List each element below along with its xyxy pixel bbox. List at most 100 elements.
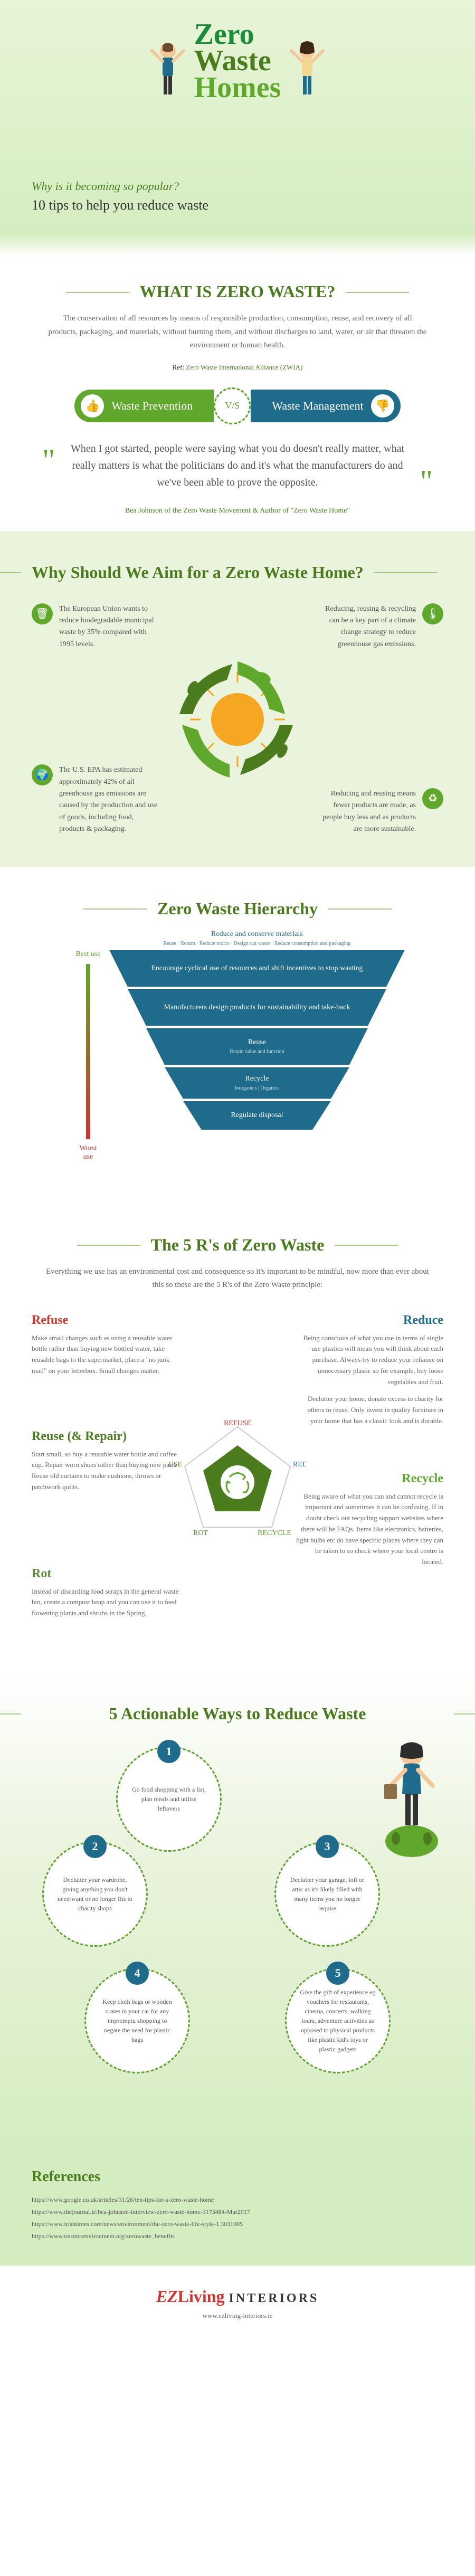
tri-2-main: Manufacturers design products for sustai… bbox=[134, 1003, 380, 1012]
tri-level-2: Manufacturers design products for sustai… bbox=[128, 989, 386, 1026]
action-num-3: 3 bbox=[316, 1835, 339, 1858]
reduce-title: Reduce bbox=[296, 1313, 443, 1328]
rs-item-reuse: Reuse (& Repair) Start small, so buy a r… bbox=[32, 1429, 179, 1493]
reduce-text2: Declutter your home, donate excess to ch… bbox=[296, 1394, 443, 1426]
action-bubble-4: 4 Keep cloth bags or wooden crates in yo… bbox=[84, 1968, 190, 2073]
why-item-1: 🗑 The European Union wants to reduce bio… bbox=[32, 603, 158, 651]
why-title: Why Should We Aim for a Zero Waste Home? bbox=[32, 563, 364, 582]
why-text-1: The European Union wants to reduce biode… bbox=[59, 603, 158, 651]
action-text-3: Declutter your garage, loft or attic as … bbox=[289, 1875, 365, 1913]
subtitle-question: Why is it becoming so popular? bbox=[32, 179, 443, 193]
references-title: References bbox=[32, 2168, 443, 2185]
action-num-5: 5 bbox=[326, 1962, 349, 1985]
logo-ez: EZ bbox=[156, 2287, 178, 2306]
pent-label-recycle: RECYCLE bbox=[258, 1529, 291, 1537]
tri-0-sub: Reuse · Return · Reduce toxics · Design … bbox=[116, 941, 398, 946]
tri-5-main: Regulate disposal bbox=[189, 1111, 325, 1120]
recycle-center-graphic bbox=[164, 646, 311, 793]
thumbs-up-icon: 👍 bbox=[81, 394, 104, 418]
rot-text: Instead of discarding food scraps in the… bbox=[32, 1586, 179, 1619]
recycle-icon: ♻ bbox=[422, 788, 443, 809]
hero-subtitle: Why is it becoming so popular? 10 tips t… bbox=[32, 179, 443, 213]
why-section: Why Should We Aim for a Zero Waste Home?… bbox=[0, 531, 475, 867]
five-rs-grid: REFUSE REDUCE RECYCLE ROT REUSE Refuse M… bbox=[32, 1313, 443, 1651]
best-use-label: Best use bbox=[75, 950, 100, 959]
hero-graphic: Zero Waste Homes bbox=[132, 21, 343, 169]
action-num-2: 2 bbox=[83, 1835, 107, 1858]
use-scale: Best use Worst use bbox=[74, 950, 102, 1161]
why-item-3: 🌍 The U.S. EPA has estimated approximate… bbox=[32, 764, 158, 835]
why-grid: 🗑 The European Union wants to reduce bio… bbox=[32, 593, 443, 846]
action-num-4: 4 bbox=[126, 1962, 149, 1985]
tri-0-main: Reduce and conserve materials bbox=[116, 930, 398, 939]
tri-3-sub: Retain value and function bbox=[153, 1049, 362, 1055]
vs-circle: V/S bbox=[214, 387, 251, 424]
why-text-2: Reducing, reusing & recycling can be a k… bbox=[317, 603, 416, 651]
wave-divider bbox=[0, 234, 475, 255]
actions-title: 5 Actionable Ways to Reduce Waste bbox=[32, 1704, 443, 1723]
references-section: References https://www.google.co.uk/arti… bbox=[0, 2147, 475, 2266]
action-bubble-5: 5 Give the gift of experience eg voucher… bbox=[285, 1968, 391, 2073]
ref-item-4[interactable]: https://www.torontoenvironment.org/zerow… bbox=[32, 2232, 443, 2240]
five-rs-title: The 5 R's of Zero Waste bbox=[151, 1235, 325, 1255]
why-text-3: The U.S. EPA has estimated approximately… bbox=[59, 764, 158, 835]
ref-item-2[interactable]: https://www.thejournal.ie/bea-johnson-in… bbox=[32, 2208, 443, 2216]
action-bubble-2: 2 Declutter your wardrobe, giving anythi… bbox=[42, 1841, 148, 1947]
action-text-1: Go food shopping with a list, plan meals… bbox=[131, 1785, 207, 1813]
what-is-title: WHAT IS ZERO WASTE? bbox=[140, 282, 336, 301]
pent-label-rot: ROT bbox=[193, 1529, 208, 1537]
tri-4-sub: Inorganics | Organics bbox=[171, 1085, 343, 1091]
quote-attribution: Bea Johnson of the Zero Waste Movement &… bbox=[32, 507, 443, 515]
what-is-ref: Ref: Zero Waste International Alliance (… bbox=[32, 363, 443, 372]
refuse-text: Make small changes such as using a reusa… bbox=[32, 1333, 179, 1377]
tri-level-5: Regulate disposal bbox=[183, 1101, 331, 1130]
globe-icon: 🌍 bbox=[32, 764, 53, 785]
reuse-title: Reuse (& Repair) bbox=[32, 1429, 179, 1444]
what-is-section: WHAT IS ZERO WASTE? The conservation of … bbox=[0, 255, 475, 531]
action-bubble-1: 1 Go food shopping with a list, plan mea… bbox=[116, 1746, 222, 1852]
tri-3-main: Reuse bbox=[153, 1038, 362, 1047]
hierarchy-triangle: Reduce and conserve materials Reuse · Re… bbox=[113, 950, 401, 1161]
tri-4-main: Recycle bbox=[171, 1075, 343, 1083]
thermometer-icon: 🌡 bbox=[422, 603, 443, 624]
ref-item-3[interactable]: https://www.irishtimes.com/news/environm… bbox=[32, 2220, 443, 2228]
hero-title: Zero Waste Homes bbox=[194, 21, 281, 101]
gradient-arrow bbox=[86, 964, 90, 1139]
person-right-illustration bbox=[286, 37, 328, 101]
why-item-2: 🌡 Reducing, reusing & recycling can be a… bbox=[317, 603, 443, 651]
logo-interiors: INTERIORS bbox=[229, 2291, 319, 2305]
person-left-illustration bbox=[147, 37, 189, 101]
ref-link[interactable]: Zero Waste International Alliance (ZWIA) bbox=[186, 363, 302, 371]
footer-url[interactable]: www.ezliving-interiors.ie bbox=[32, 2312, 443, 2320]
rs-item-refuse: Refuse Make small changes such as using … bbox=[32, 1313, 179, 1377]
rot-title: Rot bbox=[32, 1567, 179, 1581]
subtitle-main: 10 tips to help you reduce waste bbox=[32, 197, 443, 213]
ref-prefix: Ref: bbox=[173, 363, 186, 371]
hierarchy-section: Zero Waste Hierarchy Best use Worst use … bbox=[0, 867, 475, 1204]
logo-living: Living bbox=[178, 2287, 225, 2306]
reuse-text: Start small, so buy a reusable water bot… bbox=[32, 1449, 179, 1493]
action-person-illustration bbox=[364, 1736, 459, 1862]
action-num-1: 1 bbox=[157, 1740, 180, 1763]
rs-item-recycle: Recycle Being aware of what you can and … bbox=[296, 1472, 443, 1568]
five-rs-section: The 5 R's of Zero Waste Everything we us… bbox=[0, 1204, 475, 1672]
refuse-title: Refuse bbox=[32, 1313, 179, 1328]
actions-section: 5 Actionable Ways to Reduce Waste 1 Go f… bbox=[0, 1672, 475, 2147]
rs-item-reduce: Reduce Being conscious of what you use i… bbox=[296, 1313, 443, 1427]
pent-label-refuse: REFUSE bbox=[224, 1419, 251, 1427]
quote-text: When I got started, people were saying w… bbox=[42, 440, 433, 491]
rs-item-rot: Rot Instead of discarding food scraps in… bbox=[32, 1567, 179, 1619]
triangle-container: Best use Worst use Reduce and conserve m… bbox=[74, 950, 401, 1161]
action-text-4: Keep cloth bags or wooden crates in your… bbox=[99, 1997, 175, 2044]
ref-item-1[interactable]: https://www.google.co.uk/articles/31/26/… bbox=[32, 2196, 443, 2204]
reduce-text: Being conscious of what you use in terms… bbox=[296, 1333, 443, 1388]
why-item-4: ♻ Reducing and reusing means fewer produ… bbox=[317, 788, 443, 836]
recycle-text: Being aware of what you can and cannot r… bbox=[296, 1491, 443, 1568]
tri-level-0: Reduce and conserve materials Reuse · Re… bbox=[109, 924, 405, 953]
hero-section: Zero Waste Homes Why is it becoming so p… bbox=[0, 0, 475, 234]
vs-left-pill: 👍 Waste Prevention bbox=[74, 390, 214, 422]
thumbs-down-icon: 👎 bbox=[371, 394, 394, 418]
worst-use-label: Worst use bbox=[74, 1144, 102, 1161]
tri-level-3: Reuse Retain value and function bbox=[146, 1028, 368, 1065]
five-rs-intro: Everything we use has an environmental c… bbox=[42, 1265, 433, 1292]
